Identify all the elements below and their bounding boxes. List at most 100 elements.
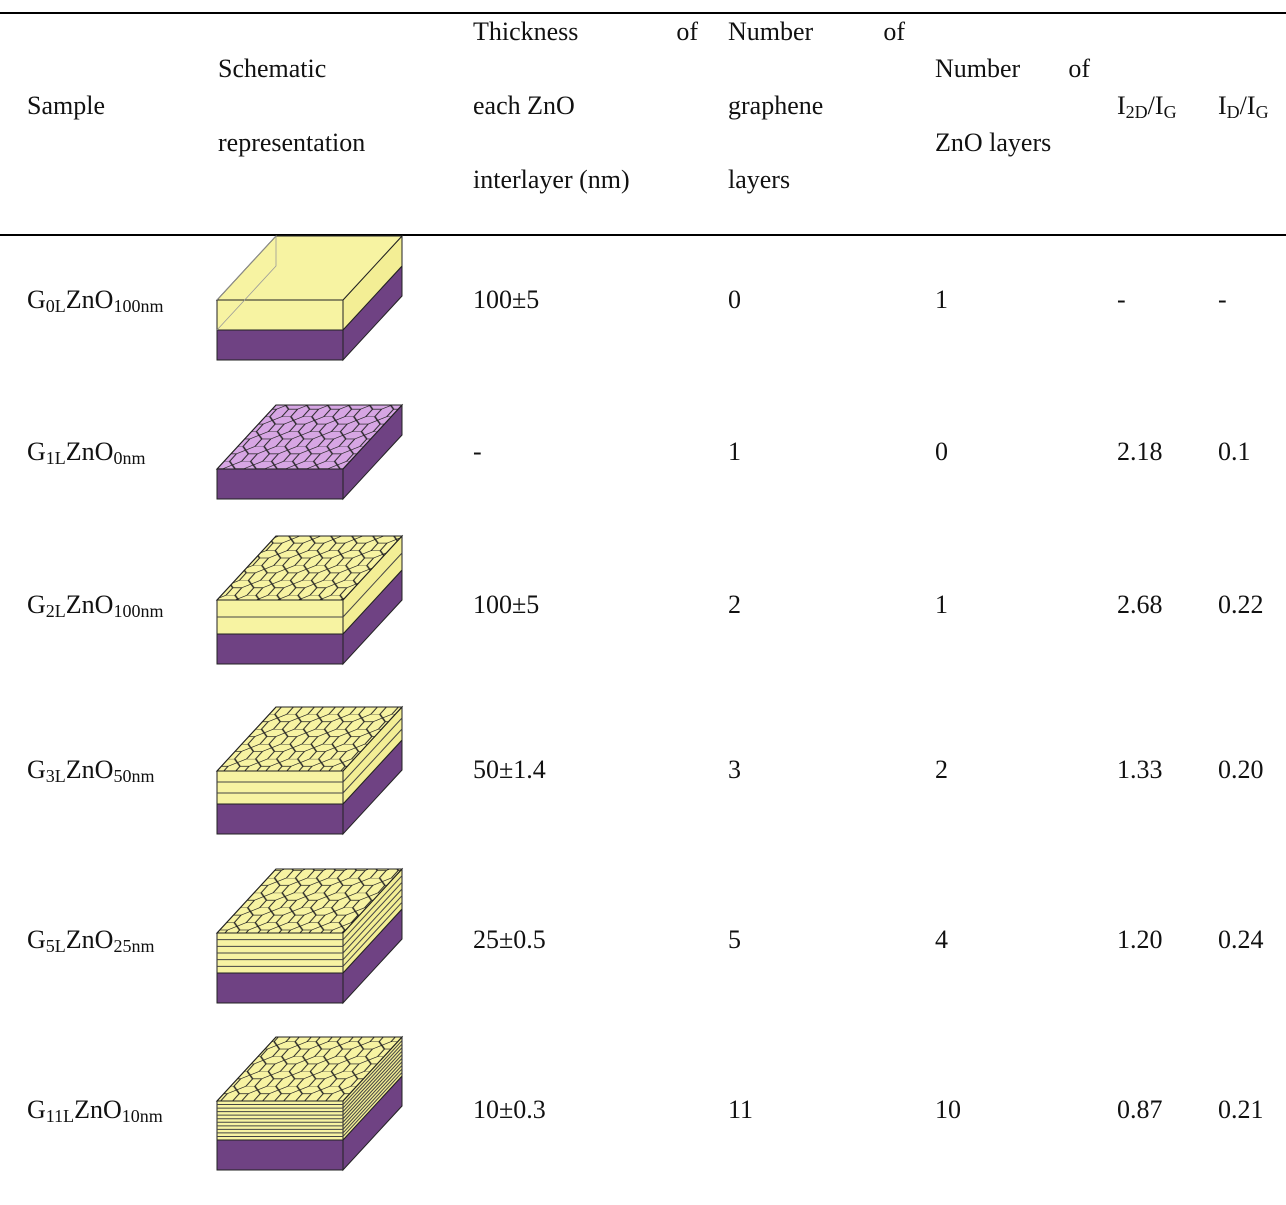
cell: 0.20 (1218, 755, 1264, 784)
header-text: layers (728, 165, 791, 194)
header-text: I2D/IG (1117, 91, 1177, 121)
graphene-top (215, 706, 404, 772)
cell: 100±5 (473, 285, 540, 314)
graphene-layer (342, 1065, 403, 1130)
sample-name: G3LZnO50nm (27, 755, 154, 785)
header-text-base: I (1218, 91, 1227, 120)
cell: 0 (935, 437, 948, 466)
header-text: Number of (935, 54, 1090, 83)
cell: - (1117, 285, 1126, 314)
cell: 0.22 (1218, 590, 1264, 619)
header-rule (0, 234, 1286, 236)
cell: 10±0.3 (473, 1095, 546, 1124)
zno-front (216, 1100, 344, 1141)
cell: 1 (728, 437, 741, 466)
sample-name: G11LZnO10nm (27, 1095, 163, 1125)
zno-front (216, 299, 344, 331)
substrate-front (216, 468, 344, 500)
sample-name-base: G (27, 925, 46, 954)
sample-name-sub: 25nm (113, 936, 155, 956)
zno-front (216, 770, 344, 805)
graphene-layer (342, 1054, 403, 1120)
graphene-layer (342, 881, 403, 947)
header-text-sub: 2D (1125, 102, 1148, 122)
cell: 1.33 (1117, 755, 1163, 784)
header-text-base: I (1117, 91, 1126, 120)
sample-name-base: ZnO (65, 755, 114, 784)
graphene-top (215, 535, 404, 601)
sample-name-sub: 0nm (113, 448, 146, 468)
schematic (215, 534, 404, 666)
graphene-top (215, 1036, 404, 1102)
graphene-layer (342, 1068, 403, 1134)
header-text: Number of (728, 17, 905, 46)
header-text: graphene (728, 91, 824, 120)
graphene-top (215, 868, 404, 934)
graphene-layer (342, 717, 403, 783)
graphene-layer (342, 1050, 403, 1116)
cell: 1 (935, 590, 948, 619)
schematic (215, 234, 404, 362)
substrate-front (216, 803, 344, 835)
cell: 2.18 (1117, 437, 1163, 466)
cell: 0.1 (1218, 437, 1251, 466)
graphene-layer (342, 1043, 403, 1109)
cell: 5 (728, 925, 741, 954)
sample-name-base: G (27, 755, 46, 784)
schematic (215, 403, 404, 501)
cell: 0.24 (1218, 925, 1264, 954)
sample-name-sub: 0L (45, 296, 66, 316)
schematic (215, 705, 404, 836)
cell: - (473, 437, 482, 466)
header-text: representation (218, 128, 366, 157)
cell: 4 (935, 925, 948, 954)
graphene-layer (342, 895, 403, 961)
cell: 2 (935, 755, 948, 784)
sample-name-base: G (27, 590, 46, 619)
sample-name-base: ZnO (65, 437, 114, 466)
header-text: each ZnO (473, 91, 575, 120)
substrate-front (216, 1139, 344, 1171)
sample-name-sub: 1L (45, 448, 66, 468)
top-rule (0, 12, 1286, 14)
sample-name-base: G (27, 1095, 46, 1124)
substrate-front (216, 329, 344, 361)
graphene-layer (342, 728, 403, 794)
substrate-front (216, 972, 344, 1004)
cell: 2.68 (1117, 590, 1163, 619)
cell: 100±5 (473, 590, 540, 619)
cell: 0.21 (1218, 1095, 1264, 1124)
header-text: interlayer (nm) (473, 165, 630, 194)
cell: 11 (728, 1095, 754, 1124)
cell: 0.87 (1117, 1095, 1163, 1124)
cell: 3 (728, 755, 741, 784)
sample-name-base: ZnO (65, 285, 114, 314)
sample-name-sub: 11L (45, 1106, 75, 1126)
header-text-sub: G (1163, 102, 1177, 122)
header-text: Sample (27, 91, 105, 120)
graphene-layer (342, 888, 403, 954)
box-edge (216, 234, 277, 331)
substrate-front (216, 633, 344, 665)
sample-name: G5LZnO25nm (27, 925, 154, 955)
cell: 50±1.4 (473, 755, 546, 784)
cell: 25±0.5 (473, 925, 546, 954)
schematic (215, 867, 404, 1005)
header-text: ZnO layers (935, 128, 1052, 157)
sample-name-sub: 50nm (113, 766, 155, 786)
graphene-layer (342, 1072, 403, 1137)
sample-name: G2LZnO100nm (27, 590, 163, 620)
header-text-sub: D (1226, 102, 1240, 122)
sample-name-base: ZnO (65, 925, 114, 954)
sample-name-sub: 5L (45, 936, 66, 956)
cell: - (1218, 285, 1227, 314)
sample-name: G1LZnO0nm (27, 437, 145, 467)
header-text: Schematic (218, 54, 327, 83)
header-text-sub: G (1255, 102, 1269, 122)
cell: 1.20 (1117, 925, 1163, 954)
sample-name-sub: 100nm (113, 601, 164, 621)
graphene-layer (342, 901, 403, 967)
header-text: Thickness of (473, 17, 698, 46)
